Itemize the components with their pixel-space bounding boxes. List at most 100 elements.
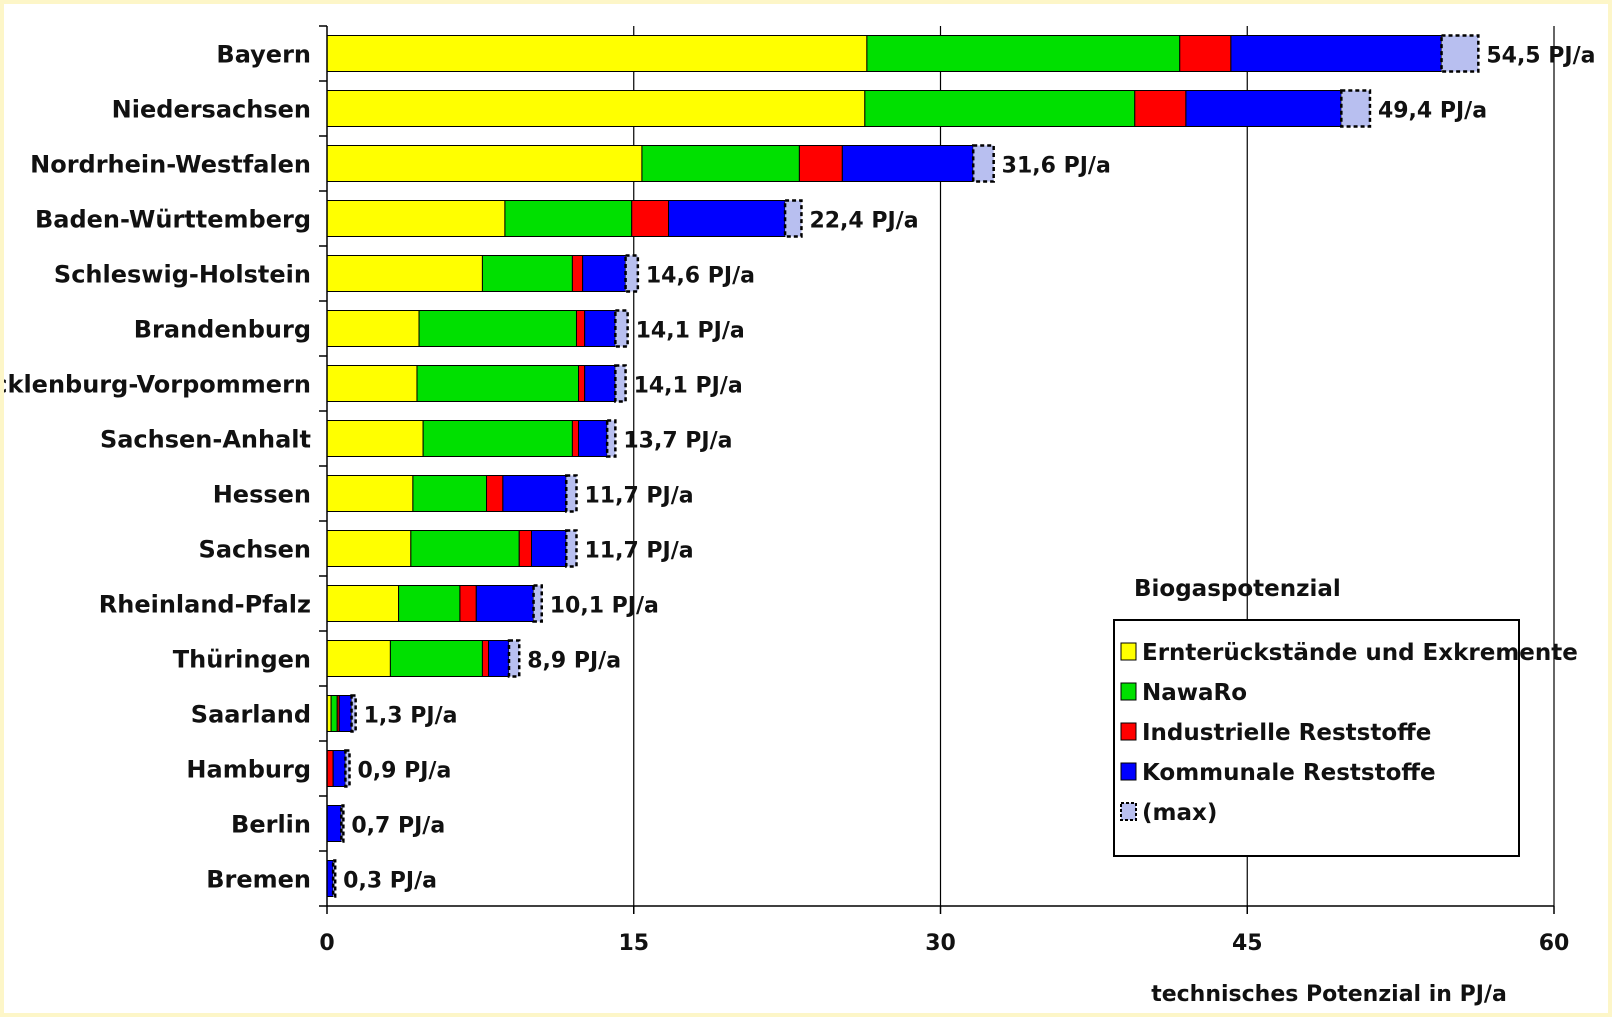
total-label: 31,6 PJ/a [1002, 154, 1111, 179]
bar-segment [841, 145, 974, 182]
bar-segment [584, 365, 616, 402]
category-label: Sachsen [199, 536, 311, 564]
bar-segment [326, 750, 334, 787]
biogas-potential-chart: 54,5 PJ/a 49,4 PJ/a 31,6 PJ/a 22,4 PJ/a 14,6… [4, 25, 1595, 1007]
bar-segment [459, 585, 477, 622]
total-label: 8,9 PJ/a [527, 649, 621, 674]
bar-segment [486, 475, 504, 512]
bar-segment [1230, 35, 1443, 72]
bar-segment [578, 365, 586, 402]
bar-max-segment [971, 144, 995, 183]
bar-segment [330, 695, 338, 732]
category-label: Hessen [213, 481, 311, 509]
category-label: Brandenburg [134, 316, 311, 344]
bar-segment [326, 585, 400, 622]
legend-item-label: Ernterückstände und Exkremente [1142, 640, 1578, 666]
x-tick-label: 60 [1539, 931, 1570, 956]
bar-segment [326, 90, 866, 127]
category-label: Hamburg [186, 756, 311, 784]
bar-segment [416, 365, 580, 402]
total-label: 0,7 PJ/a [351, 814, 445, 839]
bar-segment [866, 35, 1181, 72]
bar-segment [575, 310, 586, 347]
bar-segment [398, 585, 461, 622]
axes: 0 15 30 45 60 Bayern Niedersachsen Nordrhein-We… [4, 25, 1570, 956]
total-label: 14,1 PJ/a [636, 319, 745, 344]
x-tick-label: 0 [319, 931, 334, 956]
bar-segment [481, 640, 490, 677]
bar-segment [668, 200, 786, 237]
bar-segment [326, 145, 643, 182]
category-label: Rheinland-Pfalz [99, 591, 311, 619]
bar-segment [412, 475, 488, 512]
total-label: 49,4 PJ/a [1378, 99, 1487, 124]
bar-segment [326, 640, 391, 677]
bar-segment [326, 530, 412, 567]
legend-box [1113, 619, 1520, 857]
category-label: Sachsen-Anhalt [100, 426, 311, 454]
category-label: Bremen [206, 866, 311, 894]
legend-swatch [1120, 722, 1137, 741]
total-label: 54,5 PJ/a [1486, 44, 1595, 69]
bar-segment [475, 585, 535, 622]
category-label: Niedersachsen [112, 96, 311, 124]
bar-segment [571, 255, 584, 292]
bar-segment [389, 640, 483, 677]
total-label: 11,7 PJ/a [584, 539, 693, 564]
bar-segment [326, 365, 418, 402]
legend-item-label: NawaRo [1142, 680, 1247, 706]
category-label: Bayern [216, 41, 311, 69]
category-label: Saarland [191, 701, 311, 729]
bar-segment [326, 475, 414, 512]
total-label: 14,1 PJ/a [634, 374, 743, 399]
bar-segment [864, 90, 1136, 127]
total-label: 14,6 PJ/a [646, 264, 755, 289]
total-label: 11,7 PJ/a [584, 484, 693, 509]
bar-segment [332, 750, 346, 787]
bar-max-segment [605, 419, 617, 458]
bar-max-segment [344, 749, 351, 788]
bar-max-segment [350, 694, 357, 733]
bar-segment [641, 145, 800, 182]
bar-segment [326, 310, 420, 347]
x-tick-label: 15 [618, 931, 649, 956]
category-label: Nordrhein-Westfalen [30, 151, 311, 179]
bar-max-segment [532, 584, 543, 623]
bar-segment [326, 255, 483, 292]
legend: Biogaspotenzial Ernterückstände und Exkr… [1113, 576, 1578, 857]
bar-max-segment [507, 639, 521, 678]
bar-segment [571, 420, 580, 457]
chart-frame: 54,5 PJ/a 49,4 PJ/a 31,6 PJ/a 22,4 PJ/a 14,6… [4, 4, 1608, 1013]
category-label: Schleswig-Holstein [54, 261, 311, 289]
bar-segment [798, 145, 843, 182]
legend-swatch [1120, 682, 1137, 701]
total-label: 13,7 PJ/a [623, 429, 732, 454]
bar-segment [1185, 90, 1342, 127]
bar-segment [488, 640, 510, 677]
bar-max-segment [614, 364, 627, 403]
bar-max-segment [565, 529, 578, 568]
bar-max-segment [783, 199, 803, 238]
bar-segment [631, 200, 670, 237]
legend-title: Biogaspotenzial [1134, 576, 1341, 602]
bar-max-segment [565, 474, 578, 513]
legend-swatch [1120, 642, 1137, 661]
bar-segment [531, 530, 567, 567]
bar-segment [578, 420, 608, 457]
bar-segment [1134, 90, 1187, 127]
category-label: Berlin [231, 811, 311, 839]
category-label: Mecklenburg-Vorpommern [4, 371, 311, 399]
bar-max-segment [340, 804, 345, 843]
bar-max-segment [614, 309, 629, 348]
bar-segment [584, 310, 616, 347]
x-axis-title: technisches Potenzial in PJ/a [1151, 982, 1507, 1007]
legend-item-label: Industrielle Reststoffe [1142, 720, 1431, 746]
bar-segment [518, 530, 532, 567]
bar-segment [326, 35, 868, 72]
category-label: Thüringen [173, 646, 311, 674]
total-label: 10,1 PJ/a [550, 594, 659, 619]
bar-segment [410, 530, 520, 567]
x-tick-label: 30 [925, 931, 956, 956]
bar-segment [326, 420, 424, 457]
bar-max-segment [1440, 34, 1480, 73]
